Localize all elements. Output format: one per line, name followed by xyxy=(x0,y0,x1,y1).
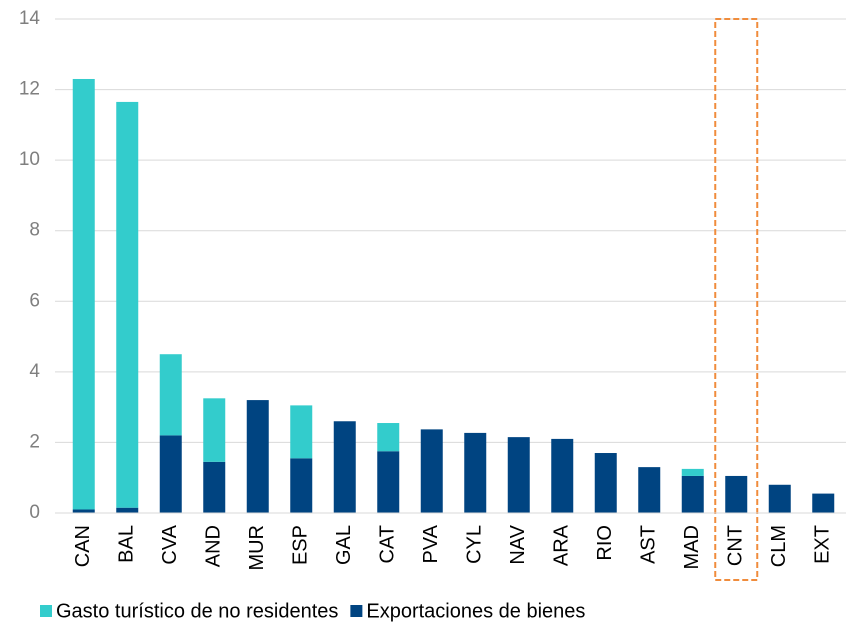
bar-segment xyxy=(72,509,95,513)
x-tick-label: GAL xyxy=(333,525,355,565)
x-tick-label: MAD xyxy=(681,525,703,569)
bar-segment xyxy=(290,405,313,459)
y-tick-label: 2 xyxy=(29,431,40,452)
bar-segment xyxy=(159,354,182,436)
y-tick-label: 12 xyxy=(19,79,40,100)
x-tick-label: AST xyxy=(638,525,660,564)
x-tick-label: CAN xyxy=(72,525,94,567)
bar-segment xyxy=(420,429,443,513)
x-tick-label: RIO xyxy=(594,525,616,561)
x-tick-label: EXT xyxy=(812,525,834,564)
legend-swatch xyxy=(350,605,363,617)
y-tick-label: 0 xyxy=(29,502,40,523)
bar-segment xyxy=(464,432,487,513)
bar-segment xyxy=(377,423,400,452)
legend-label: Gasto turístico de no residentes xyxy=(56,600,338,622)
bar-segment xyxy=(377,451,400,513)
bar-segment xyxy=(72,78,95,510)
bar-segment xyxy=(638,467,661,513)
bar-segment xyxy=(812,493,835,513)
x-tick-label: CNT xyxy=(725,525,747,566)
bar-segment xyxy=(333,421,356,513)
x-tick-label: NAV xyxy=(507,524,529,564)
x-tick-label: CVA xyxy=(159,524,181,564)
x-tick-label: ESP xyxy=(290,525,312,565)
legend-swatch xyxy=(40,605,52,617)
y-tick-label: 14 xyxy=(19,8,41,29)
bar-segment xyxy=(551,438,574,513)
bar-segment xyxy=(116,507,139,513)
bar-segment xyxy=(507,437,530,513)
bar-segment xyxy=(203,398,226,462)
bar-segment xyxy=(290,458,313,513)
bar-segment xyxy=(725,475,748,513)
x-tick-label: MUR xyxy=(246,525,268,571)
bar-segment xyxy=(116,101,139,508)
x-tick-label: CAT xyxy=(377,525,399,564)
bar-segment xyxy=(203,461,226,513)
bar-segment xyxy=(594,453,617,513)
highlight-box xyxy=(714,18,759,581)
bar-segment xyxy=(681,475,704,513)
x-tick-label: AND xyxy=(203,525,225,567)
y-tick-label: 6 xyxy=(29,290,40,311)
y-tick-label: 8 xyxy=(29,220,40,241)
x-tick-label: CLM xyxy=(768,525,790,567)
y-tick-label: 4 xyxy=(29,361,40,382)
legend-label: Exportaciones de bienes xyxy=(366,600,585,622)
bar-segment xyxy=(768,484,791,513)
x-tick-label: BAL xyxy=(116,525,138,563)
x-tick-label: PVA xyxy=(420,524,442,563)
bar-segment xyxy=(159,435,182,513)
x-tick-label: CYL xyxy=(464,525,486,564)
y-tick-label: 10 xyxy=(19,149,40,170)
x-tick-label: ARA xyxy=(551,524,573,566)
bar-segment xyxy=(246,400,269,513)
bar-segment xyxy=(681,468,704,476)
